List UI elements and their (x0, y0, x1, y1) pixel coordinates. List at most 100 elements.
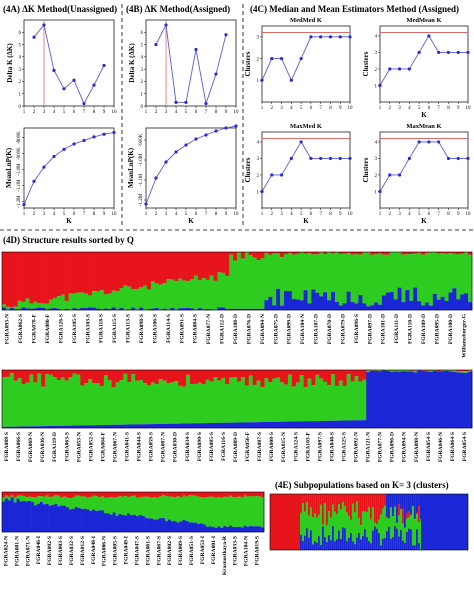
sample-label: FGRA067-N (112, 432, 118, 462)
mix-blue (406, 532, 408, 550)
bar-blue (103, 308, 109, 311)
sample-label: FGRA040-S (329, 432, 335, 461)
bar-red (2, 252, 7, 305)
bar-blue (139, 307, 144, 311)
sample-label: FGRA049-I (124, 536, 130, 564)
sample-label: FGRA101-D (381, 314, 387, 344)
bar-blue (77, 507, 81, 533)
bar-green (456, 371, 461, 373)
sample-label: FGRA107-D (314, 314, 320, 344)
bar-red (45, 370, 50, 375)
sample-label: FGRA024-N (3, 536, 9, 566)
bar-blue (385, 292, 391, 311)
mix-blue (324, 537, 326, 550)
bar-red (291, 370, 297, 387)
y-tick-label: 0 (141, 105, 144, 110)
bar-blue (99, 425, 105, 429)
mix-blue (398, 494, 400, 505)
bar-red (417, 252, 422, 253)
bar-green (456, 254, 461, 300)
bar-blue (80, 425, 85, 429)
mix-red (376, 494, 378, 525)
bar-red (49, 252, 54, 300)
x-tick-label: 2 (389, 212, 392, 217)
sample-label: FGRA053-I (200, 536, 206, 564)
bar-red (233, 370, 238, 378)
bar-red (240, 492, 244, 498)
bar-blue (115, 424, 120, 429)
mix-blue (396, 528, 398, 550)
bar-blue (193, 423, 199, 429)
bar-blue (389, 292, 394, 311)
bar-red (54, 492, 58, 496)
bar-green (287, 253, 293, 292)
bar-blue (229, 525, 233, 533)
bar-blue (225, 308, 230, 311)
bar-green (334, 252, 340, 302)
bar-red (252, 370, 257, 385)
bar-green (25, 382, 30, 427)
bar-blue (36, 503, 41, 533)
bar-green (389, 370, 394, 372)
bar-blue (323, 292, 328, 311)
bar-red (141, 492, 145, 497)
bar-blue (33, 426, 38, 429)
bar-blue (397, 371, 402, 429)
bar-red (80, 370, 85, 386)
bar-red (143, 252, 148, 286)
bar-blue (7, 500, 12, 533)
bar-red (385, 252, 391, 255)
bar-green (135, 380, 140, 425)
bar-green (98, 497, 102, 511)
bar-green (221, 377, 226, 423)
bar-green (248, 375, 253, 423)
bar-red (45, 252, 50, 304)
bar-red (150, 370, 156, 383)
bar-green (158, 284, 163, 310)
bar-green (106, 497, 111, 514)
bar-green (209, 381, 214, 423)
x-tick-label: 1 (145, 110, 148, 115)
bar-blue (287, 291, 293, 311)
sample-label: FGRA061-S (145, 536, 151, 565)
bar-blue (417, 301, 422, 311)
bar-green (205, 497, 209, 527)
data-point (289, 156, 293, 161)
series-line (155, 23, 227, 106)
bar-blue (350, 302, 355, 311)
x-tick-label: 10 (234, 110, 240, 115)
bar-red (217, 492, 221, 498)
bar-red (96, 252, 101, 292)
bar-red (272, 252, 277, 254)
sample-label: FGRA056-F (245, 431, 251, 461)
bar-green (5, 376, 11, 427)
x-tick-label: 4 (408, 106, 411, 111)
bar-green (201, 384, 206, 424)
mix-red (372, 494, 374, 508)
bar-green (57, 495, 61, 507)
bar-blue (252, 526, 256, 533)
bar-blue (96, 425, 101, 429)
bar-red (225, 252, 230, 277)
bar-green (139, 380, 144, 425)
bar-green (280, 257, 285, 306)
bar-blue (100, 510, 105, 533)
sample-label: FGRA041-S (125, 432, 131, 461)
bar-red (342, 252, 347, 254)
bar-red (68, 370, 73, 378)
y-axis-label: Delta K (ΔK) (128, 43, 136, 83)
sample-label: FGRA009-S (178, 536, 184, 565)
bar-green (72, 373, 77, 426)
bar-blue (179, 521, 183, 533)
bar-green (197, 382, 203, 424)
bar-blue (468, 371, 473, 429)
bar-red (315, 370, 320, 375)
x-tick-label: 5 (63, 110, 66, 115)
bar-blue (66, 507, 70, 533)
data-point (427, 34, 431, 38)
bar-red (115, 252, 120, 292)
bar-blue (389, 371, 394, 429)
sample-label: FGRA088-S (4, 432, 10, 461)
bar-green (460, 371, 465, 373)
